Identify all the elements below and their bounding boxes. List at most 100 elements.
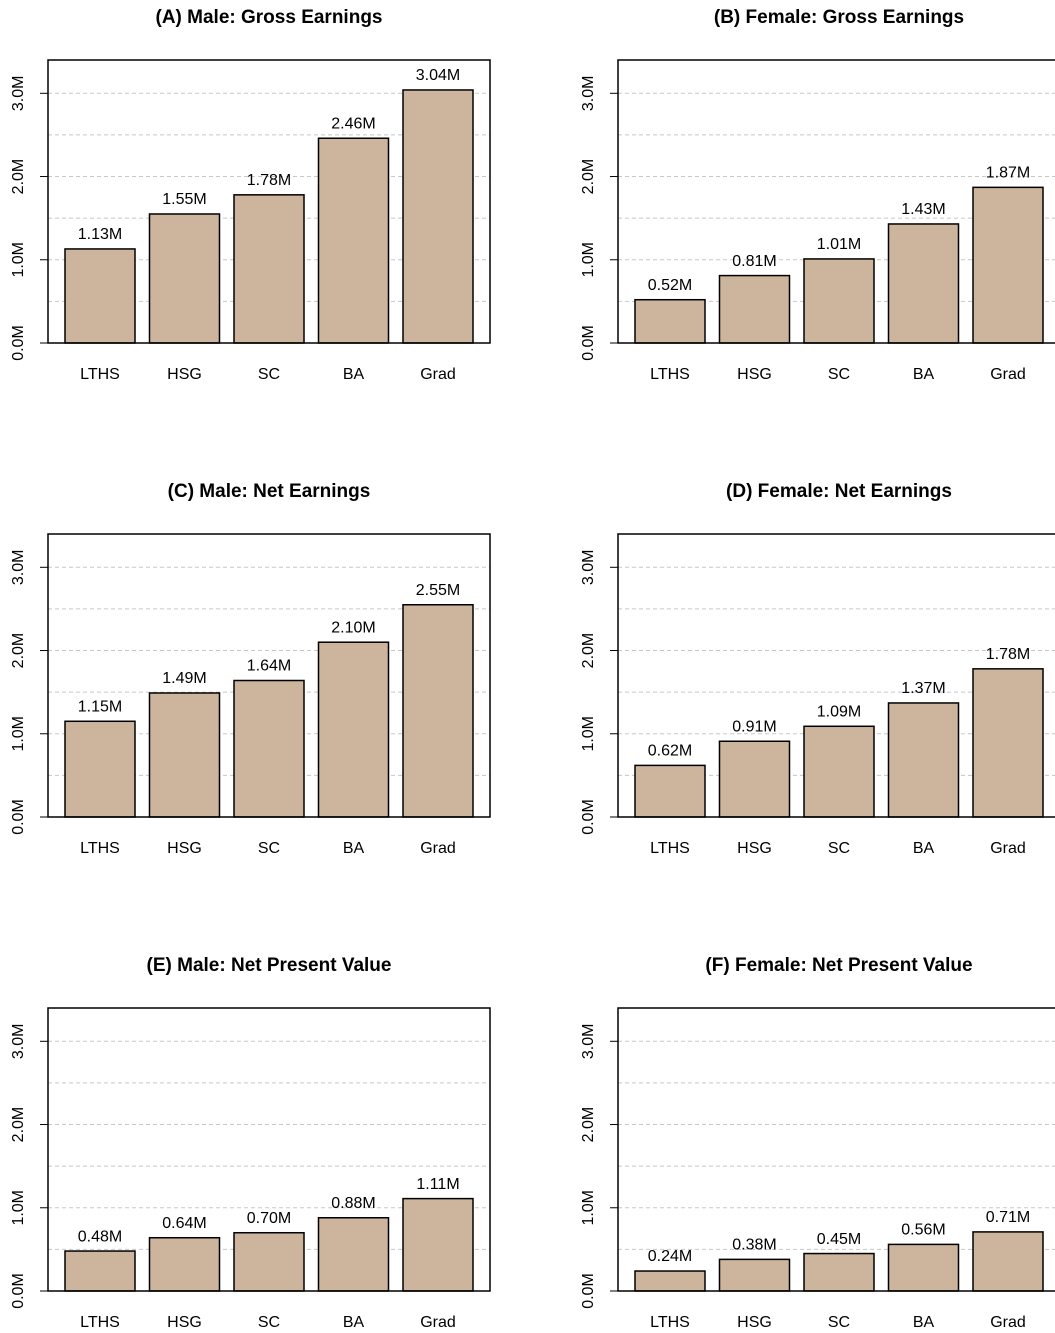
chart-title: (A) Male: Gross Earnings xyxy=(156,7,383,28)
y-tick-label: 3.0M xyxy=(580,550,597,586)
value-label: 0.88M xyxy=(331,1195,375,1212)
x-tick-label: Grad xyxy=(420,1314,456,1331)
plot-frame xyxy=(617,1007,1055,1292)
bar xyxy=(402,1197,474,1292)
bar xyxy=(148,1236,221,1292)
value-label: 2.55M xyxy=(416,582,460,599)
x-tick-label: BA xyxy=(913,366,935,383)
bar xyxy=(233,679,305,818)
bar xyxy=(64,1250,136,1292)
bar xyxy=(718,740,791,818)
x-tick-label: HSG xyxy=(167,840,202,857)
value-label: 0.24M xyxy=(648,1248,692,1265)
x-tick-label: Grad xyxy=(420,366,456,383)
value-label: 1.01M xyxy=(817,236,861,253)
value-label: 1.15M xyxy=(78,698,122,715)
x-tick-label: LTHS xyxy=(80,840,120,857)
chart-title: (F) Female: Net Present Value xyxy=(705,955,972,976)
x-tick-label: BA xyxy=(343,1314,365,1331)
value-label: 1.55M xyxy=(162,191,206,208)
x-tick-label: HSG xyxy=(167,366,202,383)
value-label: 1.13M xyxy=(78,226,122,243)
x-tick-label: BA xyxy=(913,1314,935,1331)
x-tick-label: LTHS xyxy=(650,366,690,383)
bar xyxy=(317,641,390,818)
bar xyxy=(972,1231,1044,1292)
x-tick-label: SC xyxy=(828,840,850,857)
bar xyxy=(402,89,474,344)
x-tick-label: SC xyxy=(258,366,280,383)
y-tick-label: 0.0M xyxy=(580,1273,597,1309)
bar xyxy=(148,692,221,818)
value-label: 0.38M xyxy=(732,1237,776,1254)
x-tick-label: SC xyxy=(828,366,850,383)
x-tick-label: Grad xyxy=(990,840,1026,857)
value-label: 1.11M xyxy=(416,1176,459,1193)
chart-title: (D) Female: Net Earnings xyxy=(726,481,952,502)
value-label: 2.46M xyxy=(331,115,375,132)
x-tick-label: SC xyxy=(258,840,280,857)
y-tick-label: 2.0M xyxy=(10,1107,27,1143)
value-label: 0.52M xyxy=(648,277,692,294)
value-label: 1.09M xyxy=(817,703,861,720)
y-tick-label: 2.0M xyxy=(10,159,27,195)
plot-frame xyxy=(47,1007,491,1292)
bar xyxy=(64,720,136,818)
x-tick-label: HSG xyxy=(737,840,772,857)
y-tick-label: 3.0M xyxy=(10,550,27,586)
y-tick-label: 1.0M xyxy=(10,1190,27,1226)
y-tick-label: 2.0M xyxy=(10,633,27,669)
bar xyxy=(803,258,875,344)
x-tick-label: HSG xyxy=(167,1314,202,1331)
value-label: 0.45M xyxy=(817,1231,861,1248)
y-tick-label: 3.0M xyxy=(580,76,597,112)
y-tick-label: 0.0M xyxy=(10,1273,27,1309)
bar xyxy=(887,223,960,344)
plot-frame xyxy=(47,533,491,818)
bar xyxy=(317,137,390,344)
y-tick-label: 1.0M xyxy=(580,1190,597,1226)
bar xyxy=(634,298,706,344)
y-tick-label: 0.0M xyxy=(580,799,597,835)
y-tick-label: 2.0M xyxy=(580,1107,597,1143)
chart-title: (E) Male: Net Present Value xyxy=(147,955,392,976)
bar xyxy=(148,213,221,344)
x-tick-label: LTHS xyxy=(650,840,690,857)
value-label: 1.78M xyxy=(247,172,291,189)
value-label: 1.49M xyxy=(162,670,206,687)
x-tick-label: LTHS xyxy=(80,1314,120,1331)
bar xyxy=(233,1231,305,1292)
bar xyxy=(803,1252,875,1292)
x-tick-label: SC xyxy=(828,1314,850,1331)
y-tick-label: 1.0M xyxy=(580,716,597,752)
value-label: 1.43M xyxy=(901,201,945,218)
x-tick-label: BA xyxy=(343,840,365,857)
x-tick-label: HSG xyxy=(737,1314,772,1331)
value-label: 1.87M xyxy=(986,165,1030,182)
y-tick-label: 0.0M xyxy=(10,325,27,361)
bar xyxy=(718,274,791,344)
plot-frame xyxy=(47,59,491,344)
x-tick-label: BA xyxy=(913,840,935,857)
y-tick-label: 2.0M xyxy=(580,159,597,195)
y-tick-label: 1.0M xyxy=(10,242,27,278)
bar xyxy=(402,604,474,818)
plot-frame xyxy=(617,533,1055,818)
chart-title: (C) Male: Net Earnings xyxy=(168,481,371,502)
value-label: 1.78M xyxy=(986,646,1030,663)
x-tick-label: LTHS xyxy=(80,366,120,383)
y-tick-label: 2.0M xyxy=(580,633,597,669)
y-tick-label: 0.0M xyxy=(580,325,597,361)
x-tick-label: LTHS xyxy=(650,1314,690,1331)
value-label: 0.71M xyxy=(986,1209,1030,1226)
value-label: 0.81M xyxy=(732,253,776,270)
bar xyxy=(803,725,875,818)
value-label: 1.37M xyxy=(901,680,945,697)
x-tick-label: BA xyxy=(343,366,365,383)
x-tick-label: Grad xyxy=(990,366,1026,383)
chart-title: (B) Female: Gross Earnings xyxy=(714,7,964,28)
value-label: 0.64M xyxy=(162,1215,206,1232)
value-label: 0.48M xyxy=(78,1228,122,1245)
value-label: 3.04M xyxy=(416,67,460,84)
